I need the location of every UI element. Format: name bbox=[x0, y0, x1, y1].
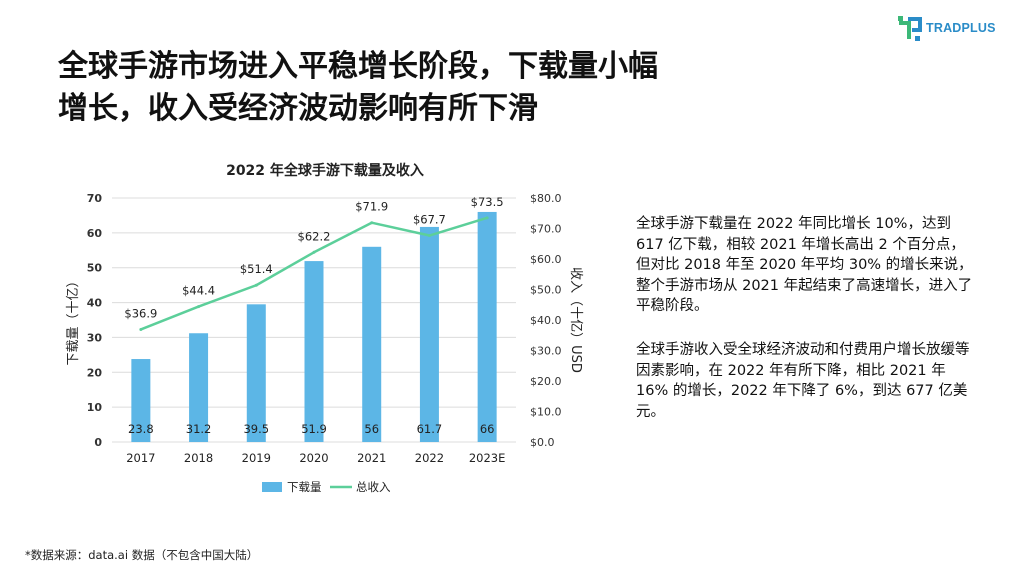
y2-tick-label: $40.0 bbox=[530, 314, 562, 327]
y2-tick-label: $60.0 bbox=[530, 253, 562, 266]
y-tick-label: 20 bbox=[87, 366, 103, 379]
bar-downloads bbox=[189, 333, 209, 442]
line-point-revenue bbox=[312, 250, 316, 254]
line-data-label: $36.9 bbox=[124, 306, 157, 320]
x-tick-label: 2018 bbox=[184, 451, 213, 465]
line-data-label: $44.4 bbox=[182, 284, 215, 298]
y2-tick-label: $10.0 bbox=[530, 406, 562, 419]
page-title-line-2: 增长，收入受经济波动影响有所下滑 bbox=[58, 91, 538, 126]
x-tick-label: 2021 bbox=[357, 451, 386, 465]
y-tick-label: 10 bbox=[87, 401, 103, 414]
bar-data-label: 61.7 bbox=[417, 422, 443, 436]
bar-downloads bbox=[477, 211, 497, 442]
page-title: 全球手游市场进入平稳增长阶段，下载量小幅 增长，收入受经济波动影响有所下滑 bbox=[58, 46, 838, 130]
bar-downloads bbox=[362, 246, 382, 442]
y-tick-label: 30 bbox=[87, 331, 103, 344]
paragraph-downloads: 全球手游下载量在 2022 年同比增长 10%，达到 617 亿下载，相较 20… bbox=[636, 216, 973, 314]
y-axis-title: 下载量（十亿） bbox=[66, 274, 81, 365]
line-point-revenue bbox=[254, 283, 258, 287]
x-tick-label: 2023E bbox=[469, 451, 506, 465]
line-data-label: $51.4 bbox=[240, 262, 273, 276]
x-tick-label: 2019 bbox=[242, 451, 271, 465]
bar-data-label: 51.9 bbox=[301, 422, 327, 436]
y2-tick-label: $20.0 bbox=[530, 375, 562, 388]
chart-title: 2022 年全球手游下载量及收入 bbox=[226, 163, 424, 179]
y2-axis-title: 收入（十亿）USD bbox=[568, 267, 583, 373]
bar-downloads bbox=[131, 359, 151, 442]
legend-swatch-downloads bbox=[262, 482, 282, 492]
legend-label-downloads: 下载量 bbox=[287, 480, 322, 494]
page-title-line-1: 全球手游市场进入平稳增长阶段，下载量小幅 bbox=[58, 49, 658, 84]
y-tick-label: 70 bbox=[87, 192, 103, 205]
legend-label-revenue: 总收入 bbox=[356, 480, 391, 494]
brand-logo: TRADPLUS bbox=[896, 14, 1008, 44]
line-point-revenue bbox=[427, 234, 431, 238]
y-tick-label: 50 bbox=[87, 262, 103, 275]
bar-downloads bbox=[419, 226, 439, 442]
line-point-revenue bbox=[139, 327, 143, 331]
bar-data-label: 23.8 bbox=[128, 422, 154, 436]
bar-data-label: 31.2 bbox=[186, 422, 212, 436]
bar-data-label: 39.5 bbox=[243, 422, 269, 436]
bar-data-label: 56 bbox=[364, 422, 379, 436]
line-point-revenue bbox=[197, 305, 201, 309]
line-data-label: $62.2 bbox=[298, 229, 331, 243]
y2-tick-label: $30.0 bbox=[530, 345, 562, 358]
line-data-label: $67.7 bbox=[413, 213, 446, 227]
brand-name: TRADPLUS bbox=[926, 21, 996, 35]
x-tick-label: 2020 bbox=[299, 451, 328, 465]
logo-mark-icon bbox=[898, 16, 922, 41]
x-tick-label: 2022 bbox=[415, 451, 444, 465]
y-tick-label: 60 bbox=[87, 227, 103, 240]
data-source-note: *数据来源：data.ai 数据（不包含中国大陆） bbox=[25, 548, 259, 562]
line-data-label: $71.9 bbox=[355, 200, 388, 214]
line-data-label: $73.5 bbox=[471, 195, 504, 209]
bar-downloads bbox=[304, 261, 324, 442]
y-tick-label: 40 bbox=[87, 297, 103, 310]
x-tick-label: 2017 bbox=[126, 451, 155, 465]
paragraph-revenue: 全球手游收入受全球经济波动和付费用户增长放缓等因素影响，在 2022 年有所下降… bbox=[636, 342, 970, 420]
bar-downloads bbox=[246, 304, 266, 442]
y2-tick-label: $50.0 bbox=[530, 284, 562, 297]
y-tick-label: 0 bbox=[94, 436, 102, 449]
downloads-revenue-chart: 0 10 20 30 40 50 60 70 $0.0 $10.0 $20.0 $30.0 $40.0 $… bbox=[66, 192, 583, 494]
y2-tick-label: $80.0 bbox=[530, 192, 562, 205]
bar-data-label: 66 bbox=[480, 422, 495, 436]
line-point-revenue bbox=[370, 221, 374, 225]
y2-tick-label: $0.0 bbox=[530, 436, 555, 449]
line-point-revenue bbox=[485, 216, 489, 220]
y2-tick-label: $70.0 bbox=[530, 223, 562, 236]
